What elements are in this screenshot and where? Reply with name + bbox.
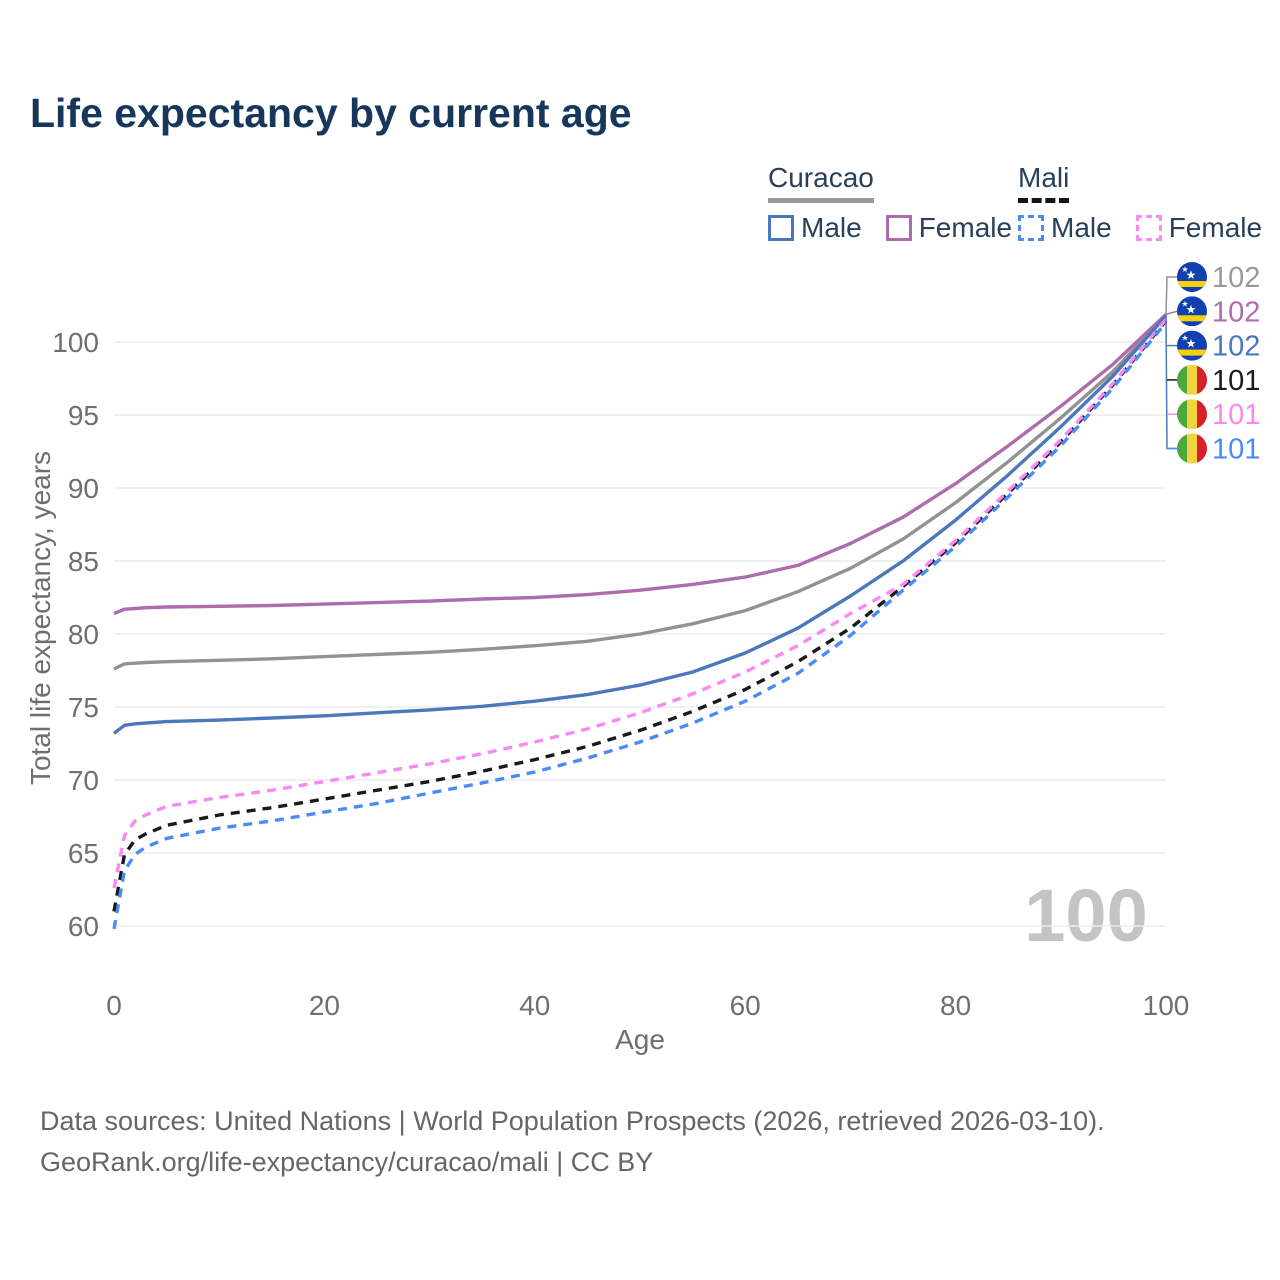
x-axis-title: Age (615, 1024, 665, 1055)
y-tick-label-65: 65 (68, 838, 99, 869)
svg-text:★: ★ (1186, 337, 1197, 351)
series-line-curacao[interactable] (113, 313, 1168, 671)
legend-country-curacao[interactable]: Curacao (768, 162, 874, 203)
legend-group-curacao: Curacao Male Female (768, 162, 1012, 244)
x-tick-label-100: 100 (1143, 990, 1190, 1021)
end-value-label-mali-male: 101 (1212, 434, 1260, 466)
flag-curacao-icon: ★★ (1177, 330, 1207, 361)
footer-attribution: GeoRank.org/life-expectancy/curacao/mali… (40, 1147, 654, 1177)
legend-items-curacao: Male Female (768, 212, 1012, 244)
x-tick-label-60: 60 (730, 990, 761, 1021)
x-tick-label-20: 20 (309, 990, 340, 1021)
connector-curacao-female (1165, 310, 1178, 315)
legend-country-mali[interactable]: Mali (1018, 162, 1070, 203)
mali-female-swatch-icon (1135, 215, 1162, 241)
end-value-label-curacao-male: 102 (1212, 331, 1260, 363)
series-line-mali[interactable] (112, 319, 1168, 912)
x-tick-label-80: 80 (940, 990, 971, 1021)
x-tick-label-40: 40 (519, 990, 550, 1021)
x-tick-label-0: 0 (106, 990, 122, 1021)
y-tick-label-85: 85 (68, 546, 99, 577)
y-tick-label-75: 75 (68, 692, 99, 723)
footer-data-sources: Data sources: United Nations | World Pop… (40, 1106, 1105, 1136)
svg-text:★: ★ (1181, 299, 1188, 308)
legend-label-curacao-male: Male (801, 212, 862, 243)
curacao-female-swatch-icon (885, 215, 912, 241)
y-tick-label-70: 70 (68, 765, 99, 796)
legend-item-curacao-male[interactable]: Male (768, 212, 862, 244)
legend-item-mali-female[interactable]: Female (1135, 212, 1263, 244)
end-value-label-curacao-female: 102 (1212, 296, 1260, 328)
flag-curacao-icon: ★★ (1177, 296, 1207, 327)
y-axis-title: Total life expectancy, years (25, 451, 56, 785)
svg-text:★: ★ (1181, 334, 1188, 343)
curacao-male-swatch-icon (768, 215, 794, 241)
end-value-label-curacao: 102 (1212, 262, 1260, 294)
connector-bracket (1165, 315, 1177, 450)
y-tick-label-90: 90 (68, 473, 99, 504)
series-line-mali-female[interactable] (112, 318, 1168, 889)
y-tick-label-100: 100 (52, 327, 99, 358)
legend-item-curacao-female[interactable]: Female (885, 212, 1013, 244)
y-tick-label-60: 60 (68, 911, 99, 942)
legend-items-mali: Male Female (1018, 212, 1262, 244)
flag-mali-icon (1177, 399, 1207, 430)
y-tick-label-80: 80 (68, 619, 99, 650)
legend-label-mali-male: Male (1051, 212, 1112, 243)
flag-curacao-icon: ★★ (1177, 262, 1207, 292)
flag-mali-icon (1177, 364, 1207, 395)
page-title: Life expectancy by current age (30, 90, 632, 136)
legend-group-mali: Mali Male Female (1018, 162, 1262, 244)
series-line-curacao-female[interactable] (113, 313, 1168, 616)
legend-label-curacao-female: Female (918, 212, 1013, 243)
svg-text:★: ★ (1186, 302, 1197, 316)
series-line-mali-male[interactable] (112, 321, 1168, 930)
legend-item-mali-male[interactable]: Male (1018, 212, 1112, 244)
end-value-label-mali-female: 101 (1212, 399, 1260, 431)
svg-text:★: ★ (1181, 265, 1188, 274)
flag-mali-icon (1177, 433, 1207, 464)
svg-text:★: ★ (1186, 268, 1197, 282)
mali-male-swatch-icon (1018, 215, 1044, 241)
connector-curacao-line (1165, 276, 1177, 316)
y-tick-label-95: 95 (68, 400, 99, 431)
series-line-curacao-male[interactable] (112, 314, 1168, 735)
legend-label-mali-female: Female (1168, 212, 1263, 243)
hover-age-watermark: 100 (1024, 874, 1147, 957)
end-value-label-mali: 101 (1212, 365, 1260, 397)
